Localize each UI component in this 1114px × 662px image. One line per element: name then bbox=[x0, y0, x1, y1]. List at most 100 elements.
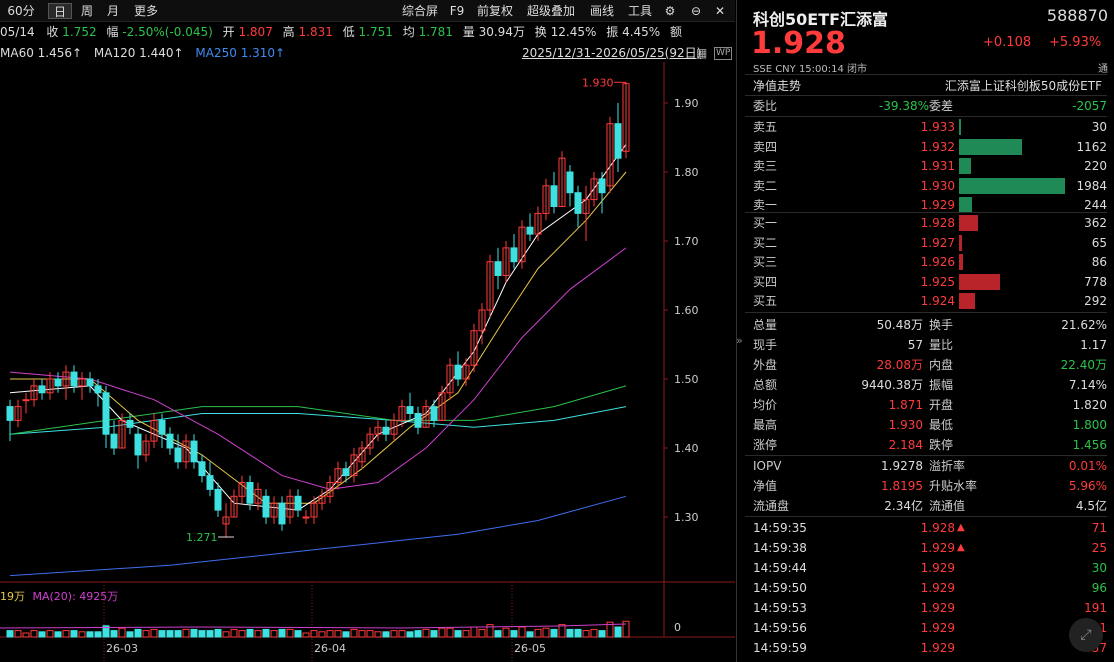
tools-button[interactable]: 工具 bbox=[627, 4, 652, 18]
stat-value: 22.40万 bbox=[1060, 358, 1107, 372]
low-value: 1.751 bbox=[358, 25, 393, 39]
candle bbox=[398, 399, 406, 428]
weibi-value: -39.38% bbox=[878, 99, 929, 113]
volume-bar bbox=[126, 631, 134, 638]
candle bbox=[126, 413, 134, 435]
overlay-button[interactable]: 超级叠加 bbox=[526, 4, 575, 18]
candle-body bbox=[390, 419, 398, 435]
tab-60min[interactable]: 60分 bbox=[7, 4, 35, 18]
volume-bar bbox=[542, 627, 550, 638]
nav-trend-tab[interactable]: 净值走势 bbox=[753, 79, 802, 93]
volume-bar bbox=[246, 628, 254, 638]
level-volume-bar bbox=[959, 273, 1001, 290]
stat-value: 1.9278 bbox=[881, 459, 923, 473]
candle bbox=[550, 172, 558, 214]
candle bbox=[446, 358, 454, 400]
stat-value: 9440.38万 bbox=[861, 378, 923, 392]
kline-chart[interactable]: 1.90 1.80 1.70 1.60 1.50 1.40 1.30 26-03 26-04 26… bbox=[0, 62, 735, 662]
stat-value: 28.08万 bbox=[876, 358, 923, 372]
volume-bar bbox=[222, 631, 230, 638]
volume-bar bbox=[430, 630, 438, 638]
tick-price: 1.929 bbox=[920, 541, 955, 555]
candle-body bbox=[166, 433, 174, 449]
weicha-value: -2057 bbox=[1072, 99, 1107, 113]
stats-row: 涨停 2.184 跌停 1.456 bbox=[737, 435, 1114, 455]
candle bbox=[190, 434, 198, 469]
tab-day[interactable]: 日 bbox=[48, 3, 72, 19]
candle-body bbox=[86, 378, 94, 387]
date-range[interactable]: 2025/12/31-2026/05/25(92日) bbox=[522, 46, 702, 60]
candle-body bbox=[374, 426, 382, 435]
candle-body bbox=[134, 433, 142, 456]
volume-ma-line bbox=[0, 623, 627, 629]
volume-value: 30.94万 bbox=[478, 25, 525, 39]
minimize-icon[interactable]: ⊖ bbox=[690, 4, 702, 18]
y-tick-label: 1.70 bbox=[674, 235, 699, 248]
level-label: 卖二 bbox=[753, 178, 778, 193]
candle bbox=[478, 303, 486, 345]
stat-label: IOPV bbox=[753, 459, 782, 473]
candle bbox=[510, 234, 518, 269]
tong-label: 通 bbox=[1098, 64, 1108, 75]
candle bbox=[182, 434, 190, 469]
wp-icon[interactable]: WP bbox=[714, 47, 733, 60]
candle bbox=[206, 461, 214, 497]
candle bbox=[30, 379, 38, 407]
open-label: 开 bbox=[222, 25, 235, 39]
tab-more[interactable]: 更多 bbox=[133, 4, 158, 18]
draw-button[interactable]: 画线 bbox=[589, 4, 614, 18]
level-volume-bar bbox=[959, 158, 971, 174]
candle bbox=[574, 185, 582, 228]
expand-icon[interactable]: ⤢ bbox=[1069, 618, 1103, 652]
level-price: 1.927 bbox=[920, 235, 955, 250]
f9-button[interactable]: F9 bbox=[449, 4, 465, 18]
candle bbox=[582, 185, 590, 241]
volume-bar bbox=[38, 631, 46, 638]
tick-time: 14:59:56 bbox=[753, 621, 807, 635]
ma250-legend: MA250 1.310↑ bbox=[195, 46, 286, 60]
candle bbox=[590, 172, 598, 207]
candle bbox=[518, 220, 526, 269]
candle bbox=[526, 213, 534, 241]
candle-body bbox=[430, 406, 438, 421]
gear-icon[interactable]: ⚙ bbox=[664, 4, 676, 18]
weibi-label: 委比 bbox=[753, 99, 778, 113]
candle bbox=[462, 358, 470, 386]
close-icon[interactable]: ✕ bbox=[714, 4, 726, 18]
stats-row: 总量 50.48万 换手 21.62% bbox=[737, 315, 1114, 335]
composite-screen-button[interactable]: 综合屏 bbox=[401, 4, 438, 18]
candle bbox=[414, 406, 422, 435]
volume-ma20: MA(20): 4925万 bbox=[32, 590, 119, 603]
volume-bar bbox=[550, 628, 558, 638]
candle bbox=[302, 510, 310, 524]
candle-body bbox=[6, 406, 14, 421]
order-book-row: 买二 1.927 65 bbox=[737, 233, 1114, 253]
tick-time: 14:59:38 bbox=[753, 541, 807, 555]
low-label: 低 bbox=[342, 25, 355, 39]
tick-time: 14:59:35 bbox=[753, 521, 807, 535]
candle bbox=[270, 496, 278, 524]
candle bbox=[54, 372, 62, 393]
tab-month[interactable]: 月 bbox=[106, 4, 119, 18]
ma-legend: MA60 1.456↑ MA120 1.440↑ MA250 1.310↑ 20… bbox=[0, 44, 735, 62]
tab-week[interactable]: 周 bbox=[80, 4, 93, 18]
volume-zero-label: 0 bbox=[674, 621, 681, 634]
adjust-button[interactable]: 前复权 bbox=[476, 4, 513, 18]
candle-body bbox=[502, 247, 510, 276]
candle-body bbox=[318, 495, 326, 504]
tick-row: 14:59:44 1.929 30 bbox=[737, 558, 1114, 578]
calendar-icon[interactable]: ▦ bbox=[696, 46, 708, 60]
candle-body bbox=[70, 371, 78, 387]
tick-price: 1.929 bbox=[920, 641, 955, 655]
level-price: 1.933 bbox=[920, 120, 955, 134]
volume-bar bbox=[502, 627, 510, 638]
candle-body bbox=[606, 123, 614, 187]
collapse-arrow-icon[interactable]: » bbox=[736, 334, 743, 347]
stats-row: 外盘 28.08万 内盘 22.40万 bbox=[737, 355, 1114, 375]
open-value: 1.807 bbox=[238, 25, 273, 39]
candle-body bbox=[142, 440, 150, 456]
candle-body bbox=[598, 178, 606, 194]
stat-value: 1.820 bbox=[1072, 398, 1107, 412]
candle-body bbox=[118, 419, 126, 449]
candle-body bbox=[222, 516, 230, 525]
